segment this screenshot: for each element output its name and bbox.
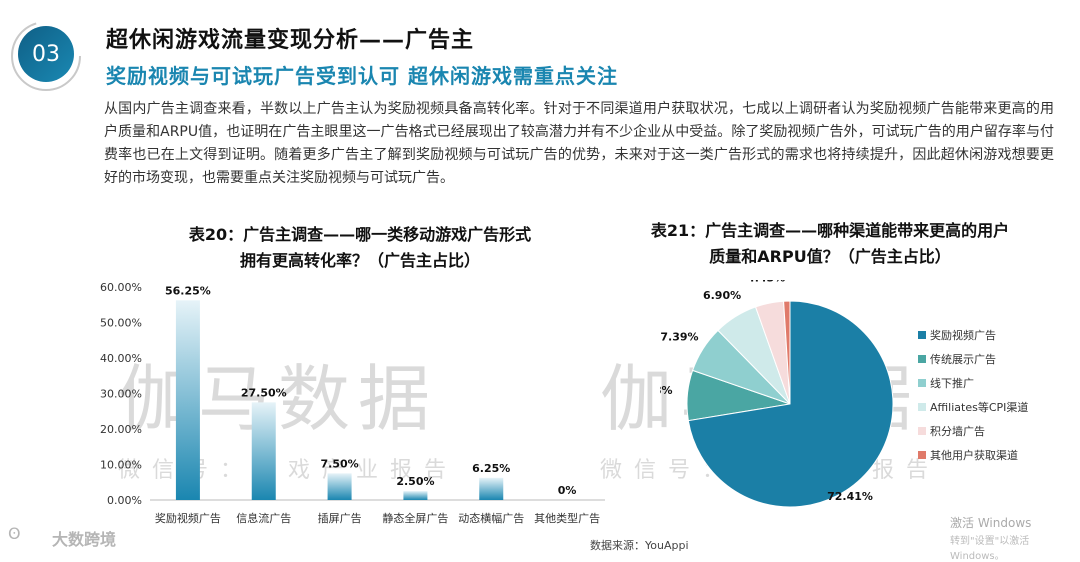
- x-category-label: 奖励视频广告: [155, 511, 221, 525]
- legend-swatch: [918, 379, 926, 387]
- legend-label: 传统展示广告: [930, 353, 996, 366]
- bar-value-label: 27.50%: [241, 386, 287, 399]
- legend-item: 奖励视频广告: [918, 323, 1028, 347]
- brand-logo-icon: ʘ: [8, 524, 21, 543]
- intro-paragraph: 从国内广告主调查来看，半数以上广告主认为奖励视频具备高转化率。针对于不同渠道用户…: [104, 101, 1054, 186]
- legend-item: 其他用户获取渠道: [918, 443, 1028, 467]
- legend-label: 积分墙广告: [930, 425, 985, 438]
- legend-label: 其他用户获取渠道: [930, 449, 1018, 462]
- bar: [479, 477, 504, 500]
- bar-chart: 0.00% 10.00% 20.00% 30.00% 40.00% 50.00% 60.00…: [100, 281, 605, 525]
- x-category-label: 其他类型广告: [534, 511, 600, 525]
- page-title: 超休闲游戏流量变现分析——广告主: [106, 28, 475, 53]
- legend-label: 奖励视频广告: [930, 329, 996, 342]
- windows-activation-title: 激活 Windows: [950, 516, 1032, 530]
- pie-value-label: 6.90%: [703, 289, 741, 302]
- data-source: 数据来源：YouAppi: [590, 539, 689, 552]
- pie-legend: 奖励视频广告 传统展示广告 线下推广 Affiliates等CPI渠道 积分墙广告其他用…: [918, 323, 1028, 467]
- bar: [403, 491, 428, 500]
- y-tick-label: 20.00%: [100, 423, 142, 436]
- bar-value-label: 56.25%: [165, 284, 211, 297]
- x-category-label: 静态全屏广告: [382, 511, 448, 525]
- bar: [251, 402, 276, 500]
- y-tick-label: 30.00%: [100, 388, 142, 401]
- bar-value-label: 0%: [558, 484, 577, 497]
- pie-chart: 7.88% 7.39% 6.90% 4.43%0.99% 72.41%: [660, 280, 894, 508]
- legend-swatch: [918, 331, 926, 339]
- bar: [327, 473, 352, 500]
- pie-slice: [687, 300, 894, 508]
- legend-label: Affiliates等CPI渠道: [930, 401, 1029, 414]
- legend-label: 线下推广: [930, 377, 974, 390]
- pie-value-label: 7.39%: [660, 330, 698, 343]
- bar-chart-title-line2: 拥有更高转化率？（广告主占比）: [239, 251, 480, 270]
- x-category-label: 信息流广告: [236, 511, 291, 525]
- pie-chart-title: 表21：广告主调查——哪种渠道能带来更高的用户 质量和ARPU值？（广告主占比）: [620, 218, 1040, 270]
- pie-value-label: 0.99%: [775, 280, 813, 282]
- y-tick-label: 10.00%: [100, 459, 142, 472]
- legend-item: 线下推广: [918, 371, 1028, 395]
- x-category-label: 插屏广告: [318, 511, 362, 525]
- pie-value-label: 7.88%: [660, 384, 673, 397]
- pie-value-label: 4.43%: [747, 280, 785, 284]
- page-subtitle: 奖励视频与可试玩广告受到认可 超休闲游戏需重点关注: [106, 64, 618, 88]
- windows-activation-hint: 转到"设置"以激活 Windows。: [950, 536, 1030, 562]
- bar-value-label: 6.25%: [472, 462, 510, 475]
- x-category-label: 动态横幅广告: [458, 511, 524, 525]
- legend-swatch: [918, 427, 926, 435]
- section-number-badge: 03: [18, 26, 74, 82]
- legend-item: 传统展示广告: [918, 347, 1028, 371]
- legend-swatch: [918, 403, 926, 411]
- bar-value-label: 7.50%: [320, 457, 358, 470]
- badge-ring: [11, 21, 81, 91]
- legend-swatch: [918, 355, 926, 363]
- watermark-subtext: 微信号：游戏产业报告: [118, 458, 459, 483]
- pie-chart-title-line1: 表21：广告主调查——哪种渠道能带来更高的用户: [650, 221, 1010, 240]
- y-tick-label: 40.00%: [100, 352, 142, 365]
- y-tick-label: 50.00%: [100, 317, 142, 330]
- bar-chart-title: 表20：广告主调查——哪一类移动游戏广告形式 拥有更高转化率？（广告主占比）: [150, 222, 570, 274]
- y-tick-label: 0.00%: [107, 494, 142, 507]
- legend-swatch: [918, 451, 926, 459]
- pie-chart-title-line2: 质量和ARPU值？（广告主占比）: [709, 247, 951, 266]
- brand-logo-text: 大数跨境: [52, 530, 117, 549]
- y-tick-label: 60.00%: [100, 281, 142, 294]
- legend-item: 积分墙广告: [918, 419, 1028, 443]
- bar: [175, 300, 200, 500]
- legend-item: Affiliates等CPI渠道: [918, 395, 1028, 419]
- bar-chart-title-line1: 表20：广告主调查——哪一类移动游戏广告形式: [188, 225, 532, 244]
- bar-value-label: 2.50%: [396, 475, 434, 488]
- pie-value-label: 72.41%: [827, 490, 873, 503]
